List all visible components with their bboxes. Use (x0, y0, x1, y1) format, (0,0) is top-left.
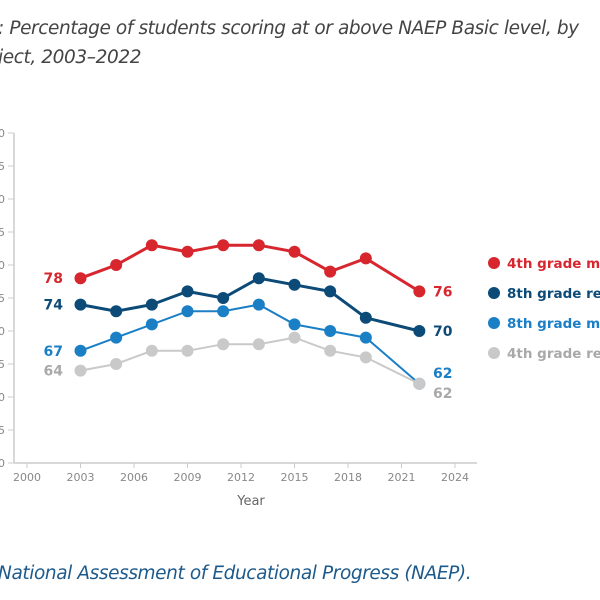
y-tick-label: 50 (0, 457, 5, 470)
y-tick-label: 80 (0, 259, 5, 272)
y-tick-label: 90 (0, 193, 5, 206)
data-point (110, 358, 123, 370)
data-point (359, 331, 372, 344)
x-tick-label: 2009 (174, 471, 202, 484)
y-tick-label: 100 (0, 127, 5, 140)
legend-marker (488, 317, 500, 329)
y-tick-label: 70 (0, 325, 5, 338)
source-note: National Assessment of Educational Progr… (0, 563, 472, 584)
data-point (74, 272, 87, 285)
end-value-label: 62 (433, 366, 452, 382)
data-point (181, 245, 194, 258)
start-value-label: 64 (44, 364, 64, 380)
data-point (181, 344, 194, 357)
series-line-0 (79, 243, 421, 293)
data-point (359, 311, 372, 324)
data-point (74, 364, 87, 377)
data-point (252, 272, 265, 285)
data-point (288, 318, 301, 331)
data-point (145, 298, 158, 311)
start-value-label: 74 (44, 298, 64, 314)
y-tick-label: 95 (0, 160, 5, 173)
series-line-2 (80, 303, 420, 385)
x-tick-label: 2003 (67, 471, 95, 484)
legend-label: 8th grade mat (507, 316, 600, 332)
end-value-label: 70 (433, 324, 453, 340)
data-point (413, 285, 426, 298)
legend-label: 8th grade reac (507, 286, 600, 302)
end-value-label: 62 (433, 386, 452, 402)
y-tick-label: 55 (0, 424, 5, 437)
legend-marker (488, 257, 500, 269)
chart-title: : Percentage of students scoring at or a… (0, 14, 579, 72)
data-point (217, 239, 230, 252)
legend-label: 4th grade reac (507, 346, 600, 362)
x-tick-label: 2021 (388, 471, 416, 484)
data-point (110, 259, 123, 271)
data-point (324, 265, 337, 278)
x-axis-title: Year (236, 494, 265, 509)
end-value-label: 76 (433, 284, 452, 300)
data-point (74, 344, 87, 357)
y-tick-label: 60 (0, 391, 5, 404)
data-point (413, 325, 426, 337)
legend-marker (488, 287, 500, 299)
chart-title-line2: ject, 2003–2022 (0, 47, 142, 68)
legend-label: 4th grade mat (507, 256, 600, 272)
y-tick-label: 85 (0, 226, 5, 239)
data-point (217, 338, 230, 351)
data-point (74, 298, 87, 311)
x-tick-label: 2018 (334, 471, 362, 484)
data-point (359, 252, 372, 265)
data-point (324, 325, 337, 337)
legend-marker (488, 347, 500, 359)
data-point (252, 338, 265, 351)
x-tick-label: 2012 (227, 471, 255, 484)
data-point (288, 278, 301, 291)
x-tick-label: 2015 (281, 471, 309, 484)
series-line-3 (80, 336, 420, 385)
chart-title-line1: : Percentage of students scoring at or a… (0, 18, 579, 39)
data-point (110, 305, 123, 318)
data-point (145, 344, 158, 357)
data-point (110, 331, 123, 344)
data-point (324, 344, 337, 357)
data-point (217, 305, 230, 318)
start-value-label: 78 (44, 271, 63, 287)
data-point (252, 298, 265, 311)
series-line-1 (80, 276, 420, 333)
y-tick-label: 65 (0, 358, 5, 371)
data-point (181, 285, 194, 298)
data-point (359, 351, 372, 364)
data-point (181, 305, 194, 318)
x-tick-label: 2024 (441, 471, 469, 484)
x-tick-label: 2000 (13, 471, 41, 484)
data-point (324, 285, 337, 298)
y-tick-label: 75 (0, 292, 5, 305)
data-point (288, 245, 301, 258)
data-point (145, 318, 158, 331)
start-value-label: 67 (44, 344, 63, 360)
data-point (252, 239, 265, 252)
data-point (288, 331, 301, 344)
data-point (145, 239, 158, 252)
x-tick-label: 2006 (120, 471, 148, 484)
data-point (217, 292, 230, 304)
data-point (413, 377, 426, 390)
